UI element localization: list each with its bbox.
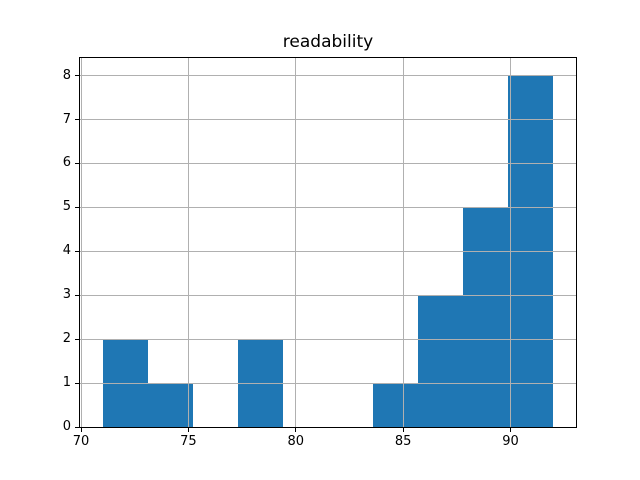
y-tick-mark <box>75 426 80 428</box>
y-gridline <box>80 119 576 120</box>
x-tick-mark <box>510 427 511 432</box>
x-gridline <box>510 58 511 427</box>
y-tick-label: 2 <box>62 331 71 347</box>
x-gridline <box>80 58 82 427</box>
histogram-bar <box>418 295 464 427</box>
y-gridline <box>80 338 576 340</box>
y-gridline <box>80 206 576 208</box>
x-gridline <box>187 58 189 427</box>
y-tick-label: 8 <box>62 67 71 83</box>
x-tick-mark <box>80 427 82 432</box>
y-gridline <box>80 162 576 164</box>
y-gridline <box>80 382 576 384</box>
y-gridline <box>80 75 576 77</box>
y-tick-mark <box>75 75 80 77</box>
ticks-layer: 70 75 80 85 90 0 1 2 3 4 5 6 7 8 <box>63 58 576 448</box>
x-gridline <box>402 58 404 427</box>
y-tick-mark <box>75 162 80 164</box>
y-tick-mark <box>75 119 80 120</box>
x-tick-label: 75 <box>180 434 197 449</box>
x-tick-label: 90 <box>502 434 519 449</box>
x-tick-label: 80 <box>287 434 305 449</box>
y-tick-label: 7 <box>62 111 71 127</box>
plot-area: 70 75 80 85 90 0 1 2 3 4 5 6 7 8 <box>63 57 577 449</box>
y-gridline <box>80 250 576 252</box>
x-tick-mark <box>187 427 189 432</box>
x-tick-label: 70 <box>72 434 90 449</box>
histogram-bar <box>463 207 509 427</box>
y-gridline <box>80 294 576 296</box>
y-tick-label: 4 <box>62 243 71 259</box>
bars-layer <box>80 58 576 427</box>
x-tick-mark <box>295 427 297 432</box>
y-tick-mark <box>75 382 80 384</box>
chart-title: readability <box>282 32 374 52</box>
x-tick-label: 85 <box>394 434 412 449</box>
y-tick-mark <box>75 294 80 296</box>
y-tick-mark <box>75 206 80 208</box>
y-tick-mark <box>75 250 80 252</box>
y-tick-label: 0 <box>62 419 71 434</box>
x-tick-mark <box>402 427 404 432</box>
y-tick-label: 3 <box>62 287 71 303</box>
y-tick-label: 1 <box>62 375 71 391</box>
x-gridline <box>295 58 297 427</box>
histogram-bar <box>373 383 419 427</box>
y-tick-label: 5 <box>62 199 71 215</box>
histogram-bar <box>147 383 193 427</box>
y-tick-label: 6 <box>62 155 71 171</box>
y-tick-mark <box>75 338 80 340</box>
